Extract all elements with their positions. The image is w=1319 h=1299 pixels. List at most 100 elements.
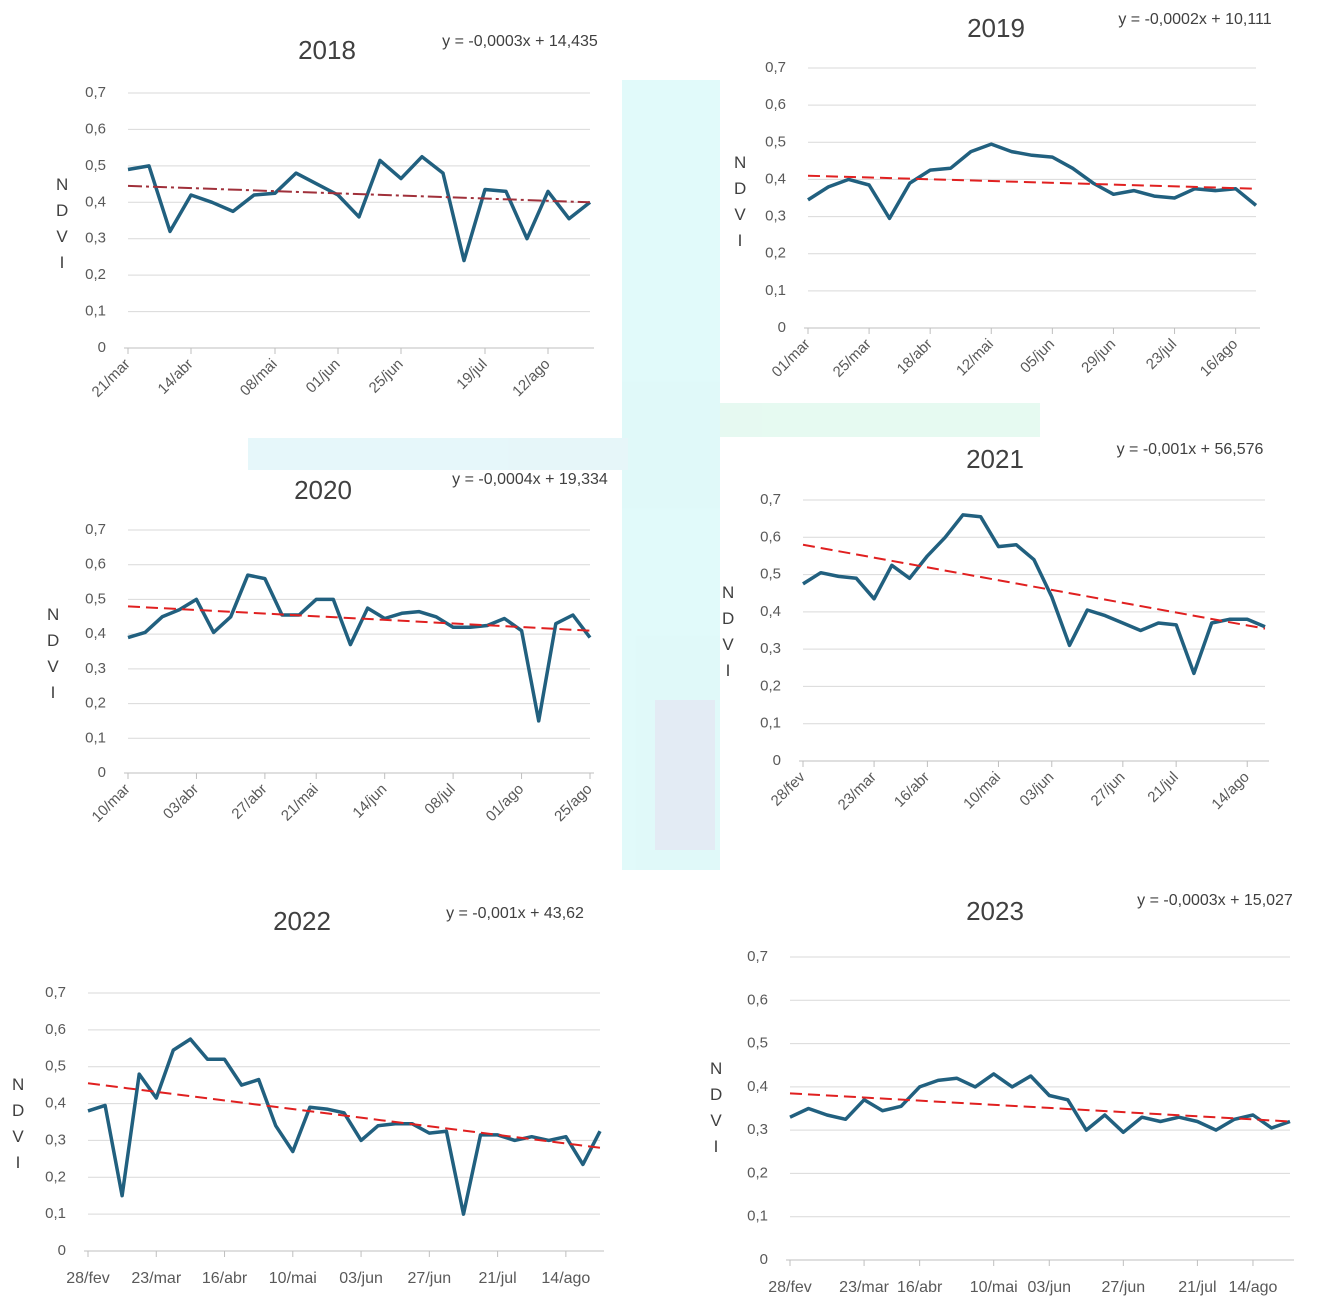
ndvi-line: [807, 142, 1258, 221]
y-tick-label: 0,5: [85, 590, 106, 607]
x-tick-label: 27/jun: [408, 1270, 452, 1287]
y-tick-label: 0,7: [85, 521, 106, 538]
watermark: [248, 80, 1040, 870]
y-tick-label: 0: [778, 319, 786, 336]
x-tick-label: 03/jun: [1027, 1279, 1071, 1296]
x-tick-label: 10/mai: [269, 1270, 317, 1287]
x-tick-label: 21/jul: [1144, 769, 1181, 806]
y-tick-label: 0,5: [747, 1035, 768, 1052]
y-tick-label: 0,3: [747, 1121, 768, 1138]
x-tick-label: 16/abr: [891, 769, 933, 811]
trend-line: [807, 174, 1257, 190]
y-tick-label: 0,4: [45, 1095, 66, 1112]
y-axis-label: NDVI: [722, 583, 735, 680]
y-tick-label: 0,7: [85, 84, 106, 101]
y-tick-label: 0,6: [747, 991, 768, 1008]
y-tick-label: 0,2: [747, 1164, 768, 1181]
x-tick-label: 05/jun: [1017, 336, 1058, 377]
x-tick-label: 28/fev: [66, 1270, 110, 1287]
ndvi-line: [87, 1037, 602, 1216]
x-tick-label: 10/mai: [970, 1279, 1018, 1296]
ndvi-line: [127, 154, 592, 263]
y-tick-label: 0,5: [765, 133, 786, 150]
y-tick-label: 0,6: [765, 96, 786, 113]
y-tick-label: 0,6: [85, 556, 106, 573]
x-tick-label: 01/ago: [483, 781, 527, 825]
x-tick-label: 23/mar: [835, 769, 880, 814]
trend-equation: y = -0,0003x + 15,027: [1137, 892, 1293, 909]
ndvi-line: [802, 513, 1266, 676]
x-tick-label: 19/jul: [453, 356, 490, 393]
y-tick-label: 0,4: [747, 1078, 768, 1095]
y-tick-label: 0,6: [85, 120, 106, 137]
x-tick-label: 21/jul: [1178, 1279, 1216, 1296]
x-tick-label: 10/mai: [960, 769, 1004, 813]
chart-title: 2021: [966, 444, 1024, 474]
x-tick-label: 03/jun: [1016, 769, 1057, 810]
y-axis-label: NDVI: [710, 1059, 723, 1156]
x-tick-label: 03/jun: [339, 1270, 383, 1287]
y-tick-label: 0,5: [760, 566, 781, 583]
x-tick-label: 23/mar: [131, 1270, 181, 1287]
x-tick-label: 16/abr: [897, 1279, 943, 1296]
y-tick-label: 0,1: [765, 282, 786, 299]
x-tick-label: 12/ago: [509, 356, 553, 400]
x-tick-label: 03/abr: [160, 781, 202, 823]
y-tick-label: 0,3: [85, 660, 106, 677]
y-tick-label: 0,2: [85, 695, 106, 712]
trend-equation: y = -0,0003x + 14,435: [442, 33, 598, 50]
x-tick-label: 28/fev: [768, 768, 809, 809]
y-tick-label: 0,2: [760, 677, 781, 694]
y-tick-label: 0,5: [85, 157, 106, 174]
x-tick-label: 10/mar: [89, 781, 134, 826]
y-tick-label: 0,1: [45, 1205, 66, 1222]
x-tick-label: 25/mar: [830, 336, 875, 381]
trend-equation: y = -0,0002x + 10,111: [1118, 11, 1271, 28]
y-tick-label: 0,4: [760, 603, 781, 620]
ndvi-line: [127, 573, 592, 723]
x-tick-label: 14/ago: [1208, 769, 1252, 813]
x-tick-label: 25/ago: [551, 781, 595, 825]
trend-equation: y = -0,001x + 56,576: [1117, 441, 1264, 458]
chart-title: 2018: [298, 35, 356, 65]
y-tick-label: 0: [98, 764, 106, 781]
x-tick-label: 27/abr: [228, 781, 270, 823]
x-tick-label: 01/jun: [303, 356, 344, 397]
x-tick-label: 01/mar: [769, 336, 814, 381]
trend-equation: y = -0,001x + 43,62: [446, 905, 584, 922]
x-tick-label: 14/abr: [155, 356, 197, 398]
y-tick-label: 0,5: [45, 1058, 66, 1075]
trend-line: [802, 543, 1266, 630]
y-tick-label: 0,4: [85, 193, 106, 210]
y-tick-label: 0,7: [45, 984, 66, 1001]
y-tick-label: 0,2: [45, 1168, 66, 1185]
x-tick-label: 29/jun: [1078, 336, 1119, 377]
x-tick-label: 21/mai: [278, 781, 322, 825]
y-tick-label: 0,1: [760, 715, 781, 732]
y-tick-label: 0: [760, 1251, 768, 1268]
chart-title: 2020: [294, 475, 352, 505]
x-tick-label: 27/jun: [1088, 769, 1129, 810]
x-tick-label: 16/abr: [202, 1270, 248, 1287]
y-tick-label: 0,2: [765, 245, 786, 262]
y-tick-label: 0,1: [747, 1208, 768, 1225]
y-tick-label: 0,4: [85, 625, 106, 642]
y-tick-label: 0,1: [85, 303, 106, 320]
ndvi-line: [789, 1072, 1291, 1135]
y-axis-label: NDVI: [734, 153, 747, 250]
y-tick-label: 0: [773, 752, 781, 769]
y-axis-label: NDVI: [56, 175, 69, 272]
x-tick-label: 21/jul: [478, 1270, 516, 1287]
y-tick-label: 0: [98, 339, 106, 356]
chart-title: 2023: [966, 896, 1024, 926]
y-axis-label: NDVI: [47, 605, 60, 702]
x-tick-label: 16/ago: [1197, 336, 1241, 380]
y-tick-label: 0,7: [765, 59, 786, 76]
y-tick-label: 0,3: [765, 208, 786, 225]
x-tick-label: 14/ago: [1228, 1279, 1277, 1296]
x-tick-label: 23/jul: [1143, 336, 1180, 373]
y-tick-label: 0,3: [45, 1131, 66, 1148]
y-tick-label: 0,3: [760, 640, 781, 657]
y-tick-label: 0,7: [747, 948, 768, 965]
